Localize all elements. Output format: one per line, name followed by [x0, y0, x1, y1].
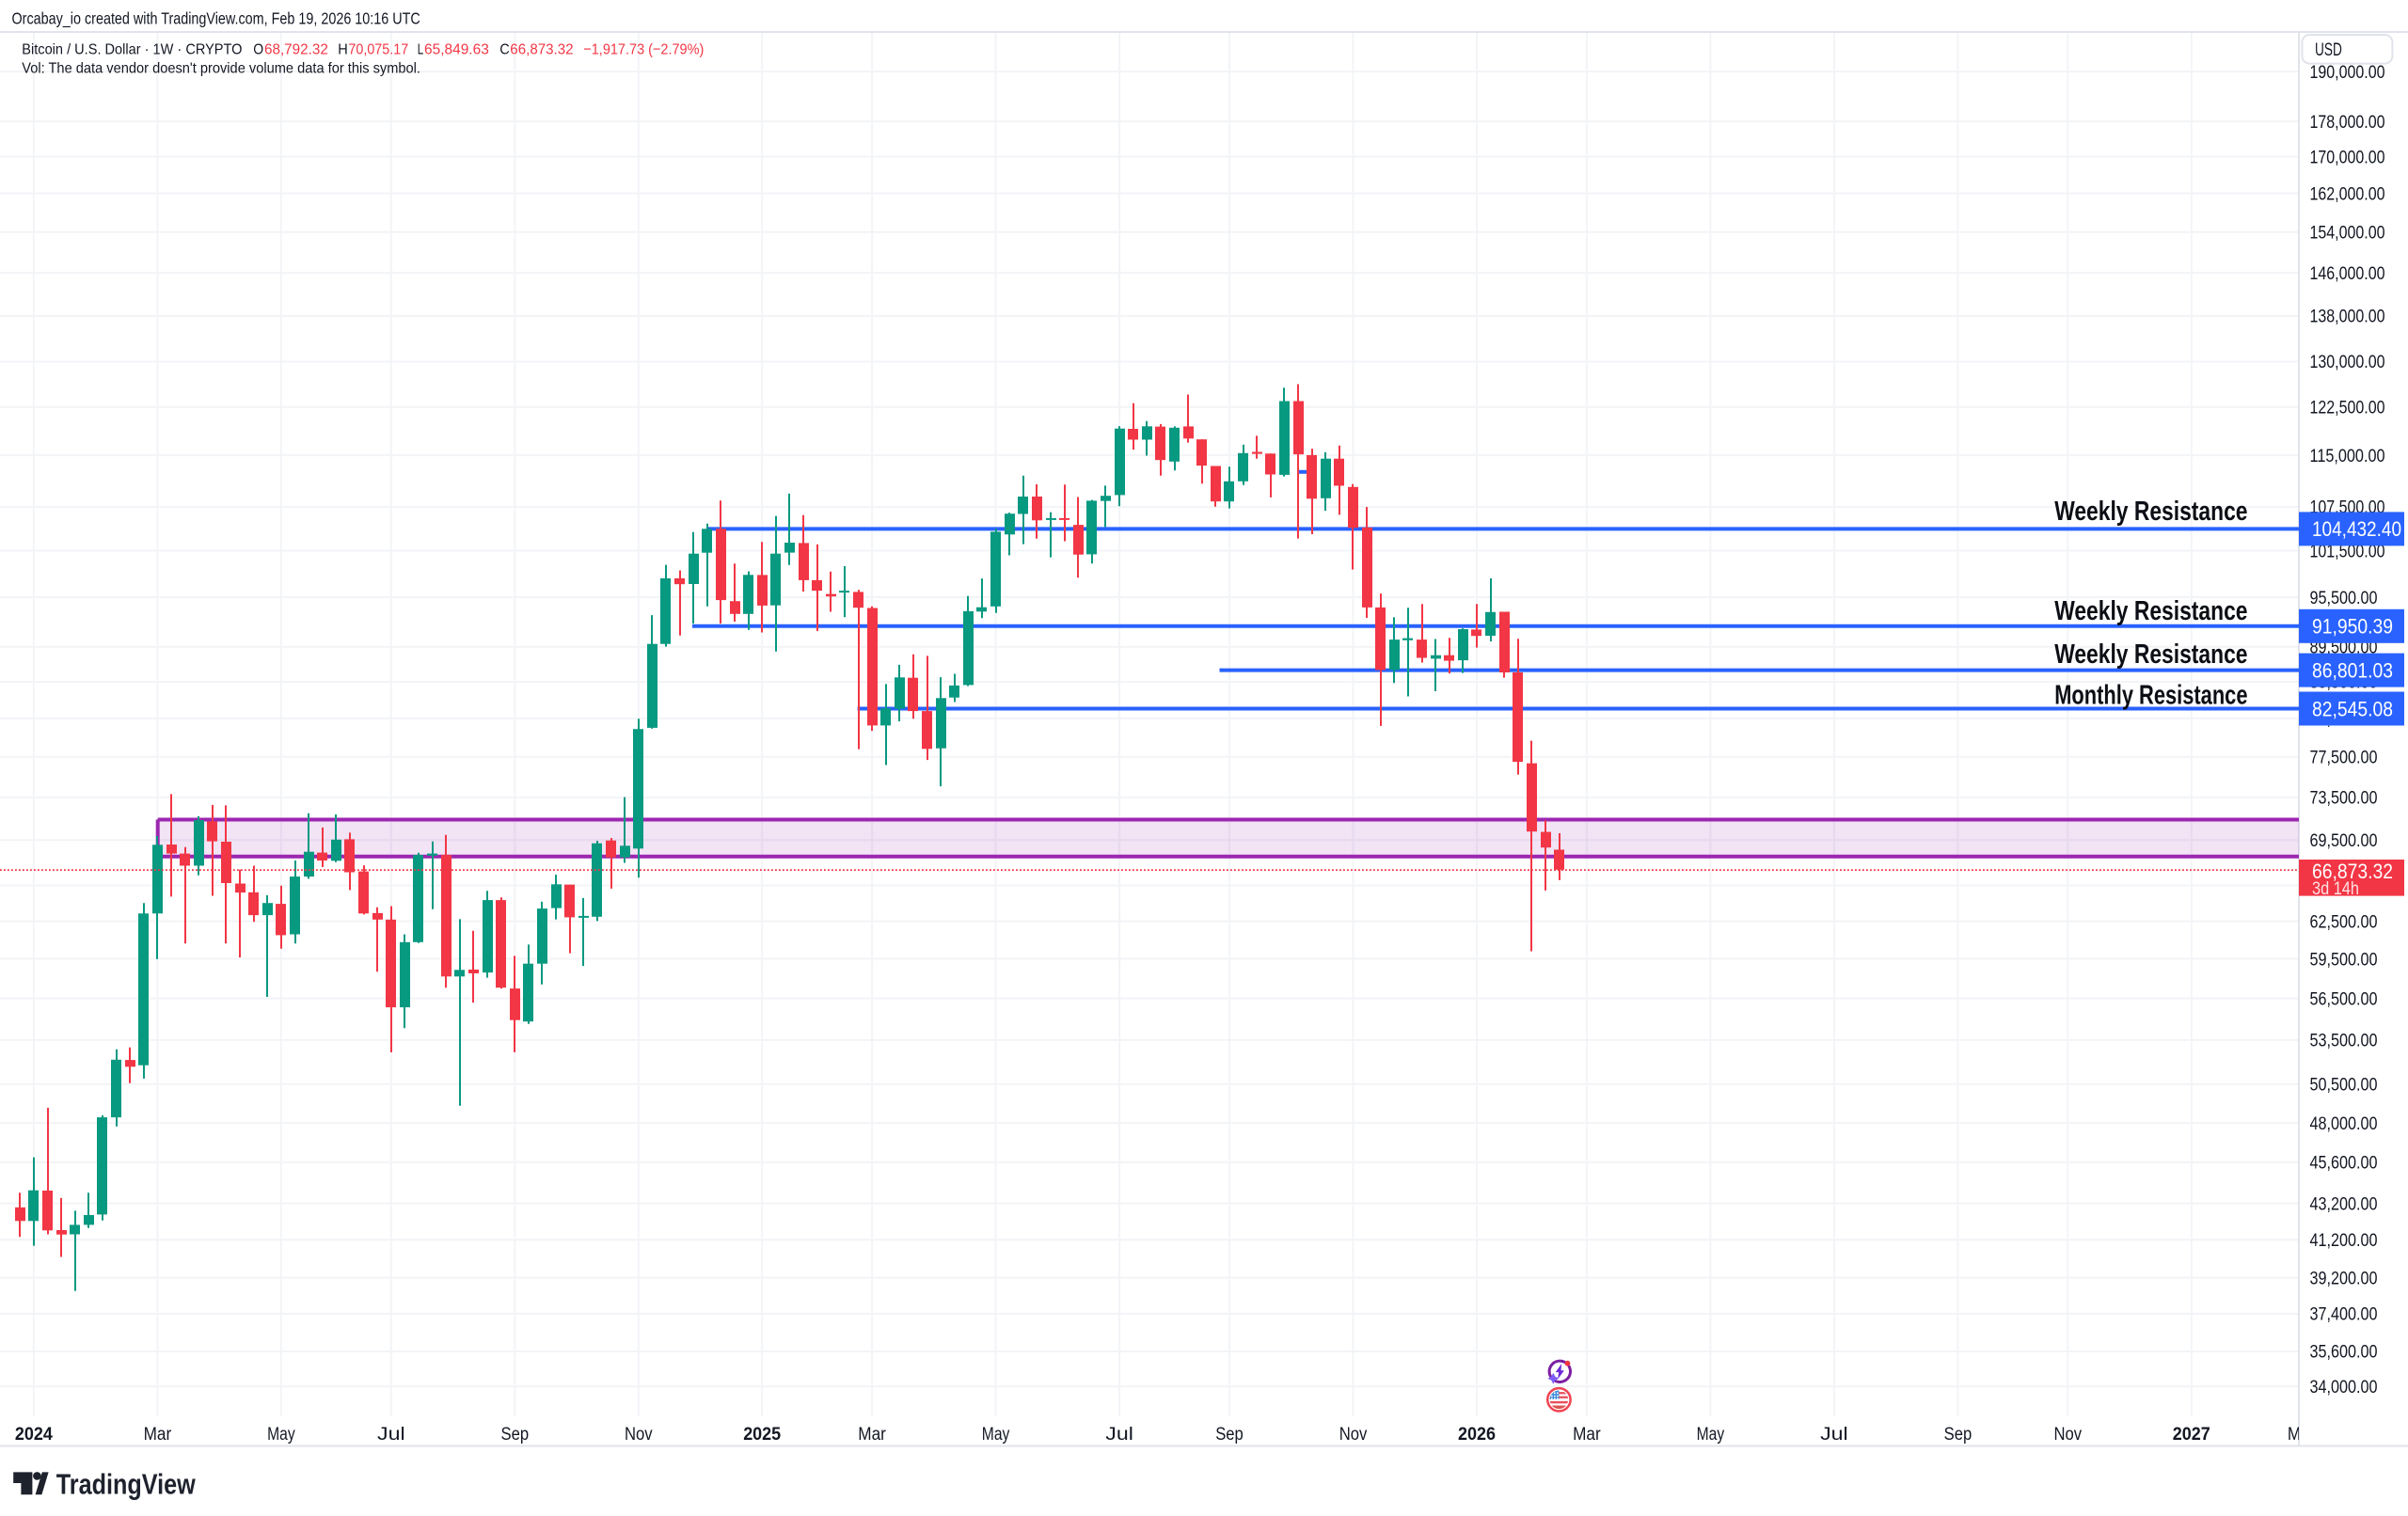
svg-text:Vol: The data vendor doesn't p: Vol: The data vendor doesn't provide vol… — [22, 61, 420, 77]
svg-text:77,500.00: 77,500.00 — [2310, 749, 2378, 768]
svg-text:Jul: Jul — [377, 1425, 405, 1445]
svg-text:Nov: Nov — [2054, 1425, 2083, 1445]
svg-text:Mar: Mar — [2288, 1425, 2316, 1445]
svg-text:May: May — [267, 1425, 295, 1445]
svg-text:USD: USD — [2315, 40, 2342, 60]
svg-text:Monthly Resistance: Monthly Resistance — [2054, 681, 2247, 711]
svg-text:170,000.00: 170,000.00 — [2310, 148, 2385, 167]
svg-text:L: L — [418, 42, 423, 58]
svg-text:122,500.00: 122,500.00 — [2310, 399, 2385, 418]
svg-text:130,000.00: 130,000.00 — [2310, 353, 2385, 372]
svg-text:Weekly Resistance: Weekly Resistance — [2054, 596, 2247, 626]
svg-text:146,000.00: 146,000.00 — [2310, 264, 2385, 284]
svg-text:178,000.00: 178,000.00 — [2310, 113, 2385, 133]
svg-text:Weekly Resistance: Weekly Resistance — [2054, 497, 2247, 527]
svg-text:43,200.00: 43,200.00 — [2310, 1194, 2378, 1214]
svg-text:Nov: Nov — [625, 1425, 653, 1445]
svg-text:154,000.00: 154,000.00 — [2310, 224, 2385, 244]
svg-text:86,801.03: 86,801.03 — [2312, 658, 2393, 682]
svg-text:82,545.08: 82,545.08 — [2312, 697, 2393, 720]
svg-text:2024: 2024 — [15, 1425, 53, 1445]
svg-text:May: May — [982, 1425, 1010, 1445]
svg-text:66,873.32: 66,873.32 — [510, 42, 573, 58]
svg-text:65,849.63: 65,849.63 — [424, 42, 489, 58]
svg-text:162,000.00: 162,000.00 — [2310, 184, 2385, 204]
svg-text:Mar: Mar — [1573, 1425, 1601, 1445]
svg-text:48,000.00: 48,000.00 — [2310, 1114, 2378, 1134]
svg-text:−1,917.73 (−2.79%): −1,917.73 (−2.79%) — [583, 42, 704, 58]
svg-text:95,500.00: 95,500.00 — [2310, 589, 2378, 608]
svg-text:104,432.40: 104,432.40 — [2312, 517, 2401, 541]
svg-text:Jul: Jul — [1105, 1425, 1133, 1445]
svg-text:70,075.17: 70,075.17 — [348, 42, 408, 58]
svg-text:Mar: Mar — [144, 1425, 172, 1445]
svg-text:190,000.00: 190,000.00 — [2310, 63, 2385, 83]
svg-text:C: C — [499, 42, 510, 58]
svg-text:Orcabay_io created with Tradin: Orcabay_io created with TradingView.com,… — [12, 8, 420, 27]
svg-text:2026: 2026 — [1458, 1425, 1496, 1445]
svg-text:2025: 2025 — [743, 1425, 781, 1445]
svg-text:Bitcoin / U.S. Dollar · 1W · C: Bitcoin / U.S. Dollar · 1W · CRYPTO — [22, 42, 242, 58]
svg-text:Sep: Sep — [1215, 1425, 1244, 1445]
svg-text:66,873.32: 66,873.32 — [2312, 860, 2393, 883]
svg-text:69,500.00: 69,500.00 — [2310, 831, 2378, 851]
svg-text:138,000.00: 138,000.00 — [2310, 308, 2385, 327]
svg-text:50,500.00: 50,500.00 — [2310, 1076, 2378, 1096]
svg-text:59,500.00: 59,500.00 — [2310, 950, 2378, 970]
svg-text:101,500.00: 101,500.00 — [2310, 542, 2385, 561]
svg-text:O: O — [253, 42, 263, 58]
svg-text:Weekly Resistance: Weekly Resistance — [2054, 640, 2247, 670]
svg-text:34,000.00: 34,000.00 — [2310, 1378, 2378, 1398]
svg-text:3d 14h: 3d 14h — [2312, 879, 2359, 899]
svg-text:56,500.00: 56,500.00 — [2310, 989, 2378, 1009]
svg-text:Mar: Mar — [858, 1425, 886, 1445]
svg-text:Sep: Sep — [501, 1425, 530, 1445]
svg-text:53,500.00: 53,500.00 — [2310, 1032, 2378, 1051]
svg-text:35,600.00: 35,600.00 — [2310, 1343, 2378, 1363]
svg-text:Nov: Nov — [1339, 1425, 1368, 1445]
svg-text:41,200.00: 41,200.00 — [2310, 1231, 2378, 1251]
svg-text:62,500.00: 62,500.00 — [2310, 912, 2378, 932]
svg-text:73,500.00: 73,500.00 — [2310, 789, 2378, 809]
svg-text:Sep: Sep — [1944, 1425, 1972, 1445]
svg-text:May: May — [1697, 1425, 1725, 1445]
svg-text:H: H — [338, 42, 348, 58]
svg-text:45,600.00: 45,600.00 — [2310, 1154, 2378, 1174]
svg-text:39,200.00: 39,200.00 — [2310, 1269, 2378, 1288]
svg-text:2027: 2027 — [2173, 1425, 2210, 1445]
svg-text:89,500.00: 89,500.00 — [2310, 639, 2378, 658]
svg-text:37,400.00: 37,400.00 — [2310, 1305, 2378, 1325]
svg-text:91,950.39: 91,950.39 — [2312, 615, 2393, 639]
svg-text:Jul: Jul — [1820, 1425, 1848, 1445]
svg-text:115,000.00: 115,000.00 — [2310, 447, 2385, 466]
svg-text:TradingView: TradingView — [56, 1468, 197, 1501]
svg-text:68,792.32: 68,792.32 — [264, 42, 328, 58]
